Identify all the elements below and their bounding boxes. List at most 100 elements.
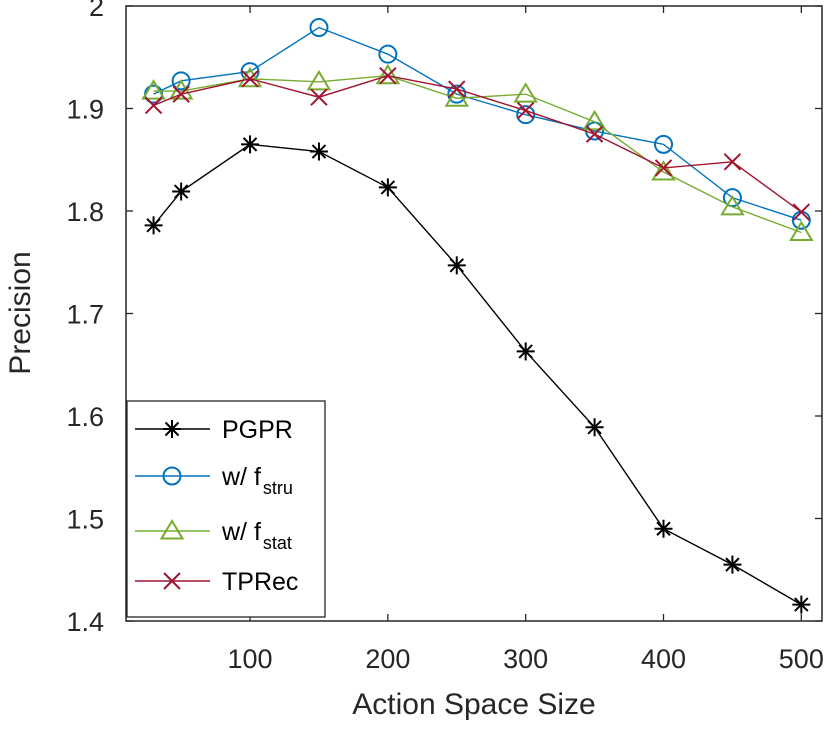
data-point bbox=[241, 70, 259, 88]
data-point bbox=[516, 105, 536, 125]
y-tick-label: 2 bbox=[89, 0, 104, 22]
x-marker-stroke bbox=[516, 101, 535, 120]
triangle-marker bbox=[375, 63, 401, 85]
legend-label-main: TPRec bbox=[222, 568, 298, 596]
triangle-marker bbox=[651, 160, 676, 181]
x-marker-stroke bbox=[585, 125, 604, 143]
asterisk-stroke bbox=[164, 421, 180, 437]
y-tick-label: 1.7 bbox=[66, 300, 104, 330]
data-point bbox=[144, 216, 163, 235]
legend-label-main: w/ f bbox=[221, 518, 261, 546]
data-point bbox=[378, 44, 398, 64]
data-point bbox=[241, 135, 260, 154]
legend-marker bbox=[163, 420, 181, 438]
legend-marker bbox=[159, 519, 185, 540]
data-point bbox=[448, 80, 466, 98]
data-point bbox=[516, 101, 535, 120]
asterisk-stroke bbox=[146, 218, 161, 233]
legend-entry: TPRec bbox=[135, 568, 298, 596]
x-marker-stroke bbox=[163, 572, 181, 590]
data-point bbox=[172, 85, 190, 103]
y-tick-label: 1.6 bbox=[66, 402, 104, 432]
legend-entry: w/ f stat bbox=[135, 518, 292, 553]
x-tick-label: 100 bbox=[228, 644, 273, 674]
data-point bbox=[582, 109, 607, 131]
legend-label-subscript: stat bbox=[263, 533, 292, 553]
legend: PGPR w/ f stru w/ f stat TPRec bbox=[126, 400, 326, 618]
legend-label-subscript: stru bbox=[263, 478, 293, 498]
circle-marker bbox=[654, 134, 674, 154]
data-point bbox=[378, 178, 397, 197]
legend-entry: w/ f stru bbox=[135, 463, 293, 498]
x-tick-label: 300 bbox=[503, 644, 548, 674]
data-point bbox=[792, 203, 811, 221]
asterisk-stroke bbox=[794, 597, 809, 612]
circle-marker bbox=[162, 466, 182, 486]
legend-label: w/ f stat bbox=[221, 518, 292, 553]
series-line bbox=[153, 74, 802, 234]
data-point bbox=[723, 555, 742, 574]
circle-marker bbox=[516, 105, 536, 125]
data-point bbox=[585, 418, 604, 437]
circle-marker bbox=[447, 84, 467, 104]
triangle-marker bbox=[237, 66, 263, 88]
data-point bbox=[516, 342, 535, 361]
triangle-marker bbox=[141, 79, 166, 100]
x-marker-stroke bbox=[144, 96, 163, 115]
y-tick-label: 1.9 bbox=[66, 95, 104, 125]
triangle-marker bbox=[159, 519, 185, 540]
asterisk-stroke bbox=[242, 137, 258, 152]
asterisk-stroke bbox=[173, 184, 189, 199]
legend-label-main: PGPR bbox=[222, 416, 293, 444]
data-point bbox=[447, 84, 467, 104]
x-marker-stroke bbox=[241, 70, 259, 88]
data-point bbox=[720, 194, 745, 216]
asterisk-stroke bbox=[656, 521, 671, 536]
legend-label: PGPR bbox=[222, 416, 293, 444]
data-point bbox=[447, 256, 466, 275]
x-marker-stroke bbox=[172, 85, 190, 103]
legend-marker bbox=[163, 572, 181, 590]
legend-marker bbox=[162, 466, 182, 486]
circle-marker bbox=[309, 18, 329, 38]
data-point bbox=[309, 142, 328, 161]
data-point bbox=[310, 88, 328, 106]
data-point bbox=[379, 66, 397, 85]
data-point bbox=[651, 160, 676, 181]
data-point bbox=[171, 71, 191, 91]
data-point bbox=[444, 86, 470, 107]
asterisk-stroke bbox=[587, 420, 602, 435]
data-point bbox=[789, 220, 814, 242]
circle-marker bbox=[171, 71, 191, 91]
data-point bbox=[309, 18, 329, 38]
data-point bbox=[654, 159, 673, 177]
x-tick-labels: 100 200 300 400 500 bbox=[228, 644, 824, 674]
data-point bbox=[375, 63, 401, 85]
asterisk-stroke bbox=[380, 180, 396, 195]
circle-marker bbox=[378, 44, 398, 64]
data-point bbox=[654, 519, 673, 538]
triangle-marker bbox=[720, 194, 745, 216]
data-point bbox=[144, 96, 163, 115]
data-point bbox=[585, 125, 604, 143]
series-x bbox=[144, 66, 811, 221]
x-tick-label: 200 bbox=[365, 644, 410, 674]
triangle-marker bbox=[513, 82, 538, 103]
data-point bbox=[141, 79, 166, 100]
x-marker-stroke bbox=[654, 159, 673, 177]
x-marker-stroke bbox=[448, 80, 466, 98]
series-asterisk bbox=[144, 135, 811, 614]
x-marker-stroke bbox=[792, 203, 811, 221]
data-point bbox=[654, 134, 674, 154]
triangle-marker bbox=[444, 86, 470, 107]
data-point bbox=[792, 595, 811, 614]
data-point bbox=[172, 182, 191, 201]
asterisk-stroke bbox=[311, 144, 327, 159]
legend-entry: PGPR bbox=[135, 416, 293, 444]
x-marker-stroke bbox=[310, 88, 328, 106]
asterisk-stroke bbox=[725, 557, 740, 572]
y-axis-label: Precision bbox=[4, 251, 37, 374]
data-point bbox=[237, 66, 263, 88]
data-point bbox=[306, 69, 332, 91]
